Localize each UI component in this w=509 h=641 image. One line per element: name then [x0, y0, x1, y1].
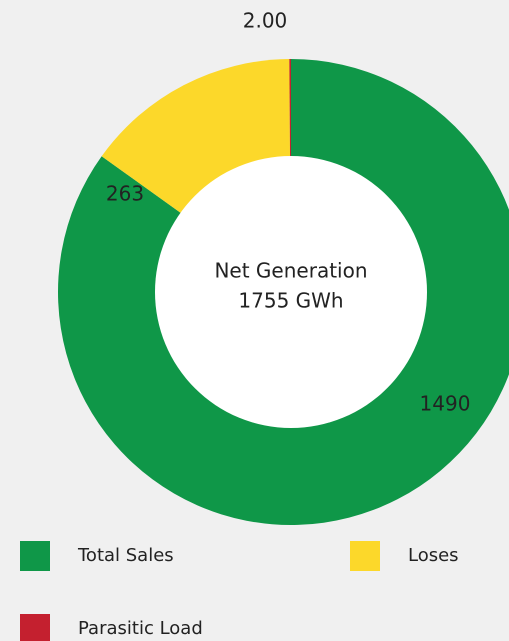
legend-swatch — [20, 541, 50, 571]
data-label: 263 — [106, 182, 144, 206]
legend-label: Total Sales — [77, 545, 174, 566]
center-text: Net Generation — [214, 259, 367, 283]
data-label: 1490 — [420, 392, 471, 416]
donut-hole — [155, 156, 427, 428]
legend-label: Parasitic Load — [78, 618, 203, 639]
legend-swatch — [20, 614, 50, 641]
data-label: 2.00 — [243, 9, 288, 33]
center-text: 1755 GWh — [238, 289, 343, 313]
legend-label: Loses — [408, 545, 459, 566]
legend-swatch — [350, 541, 380, 571]
